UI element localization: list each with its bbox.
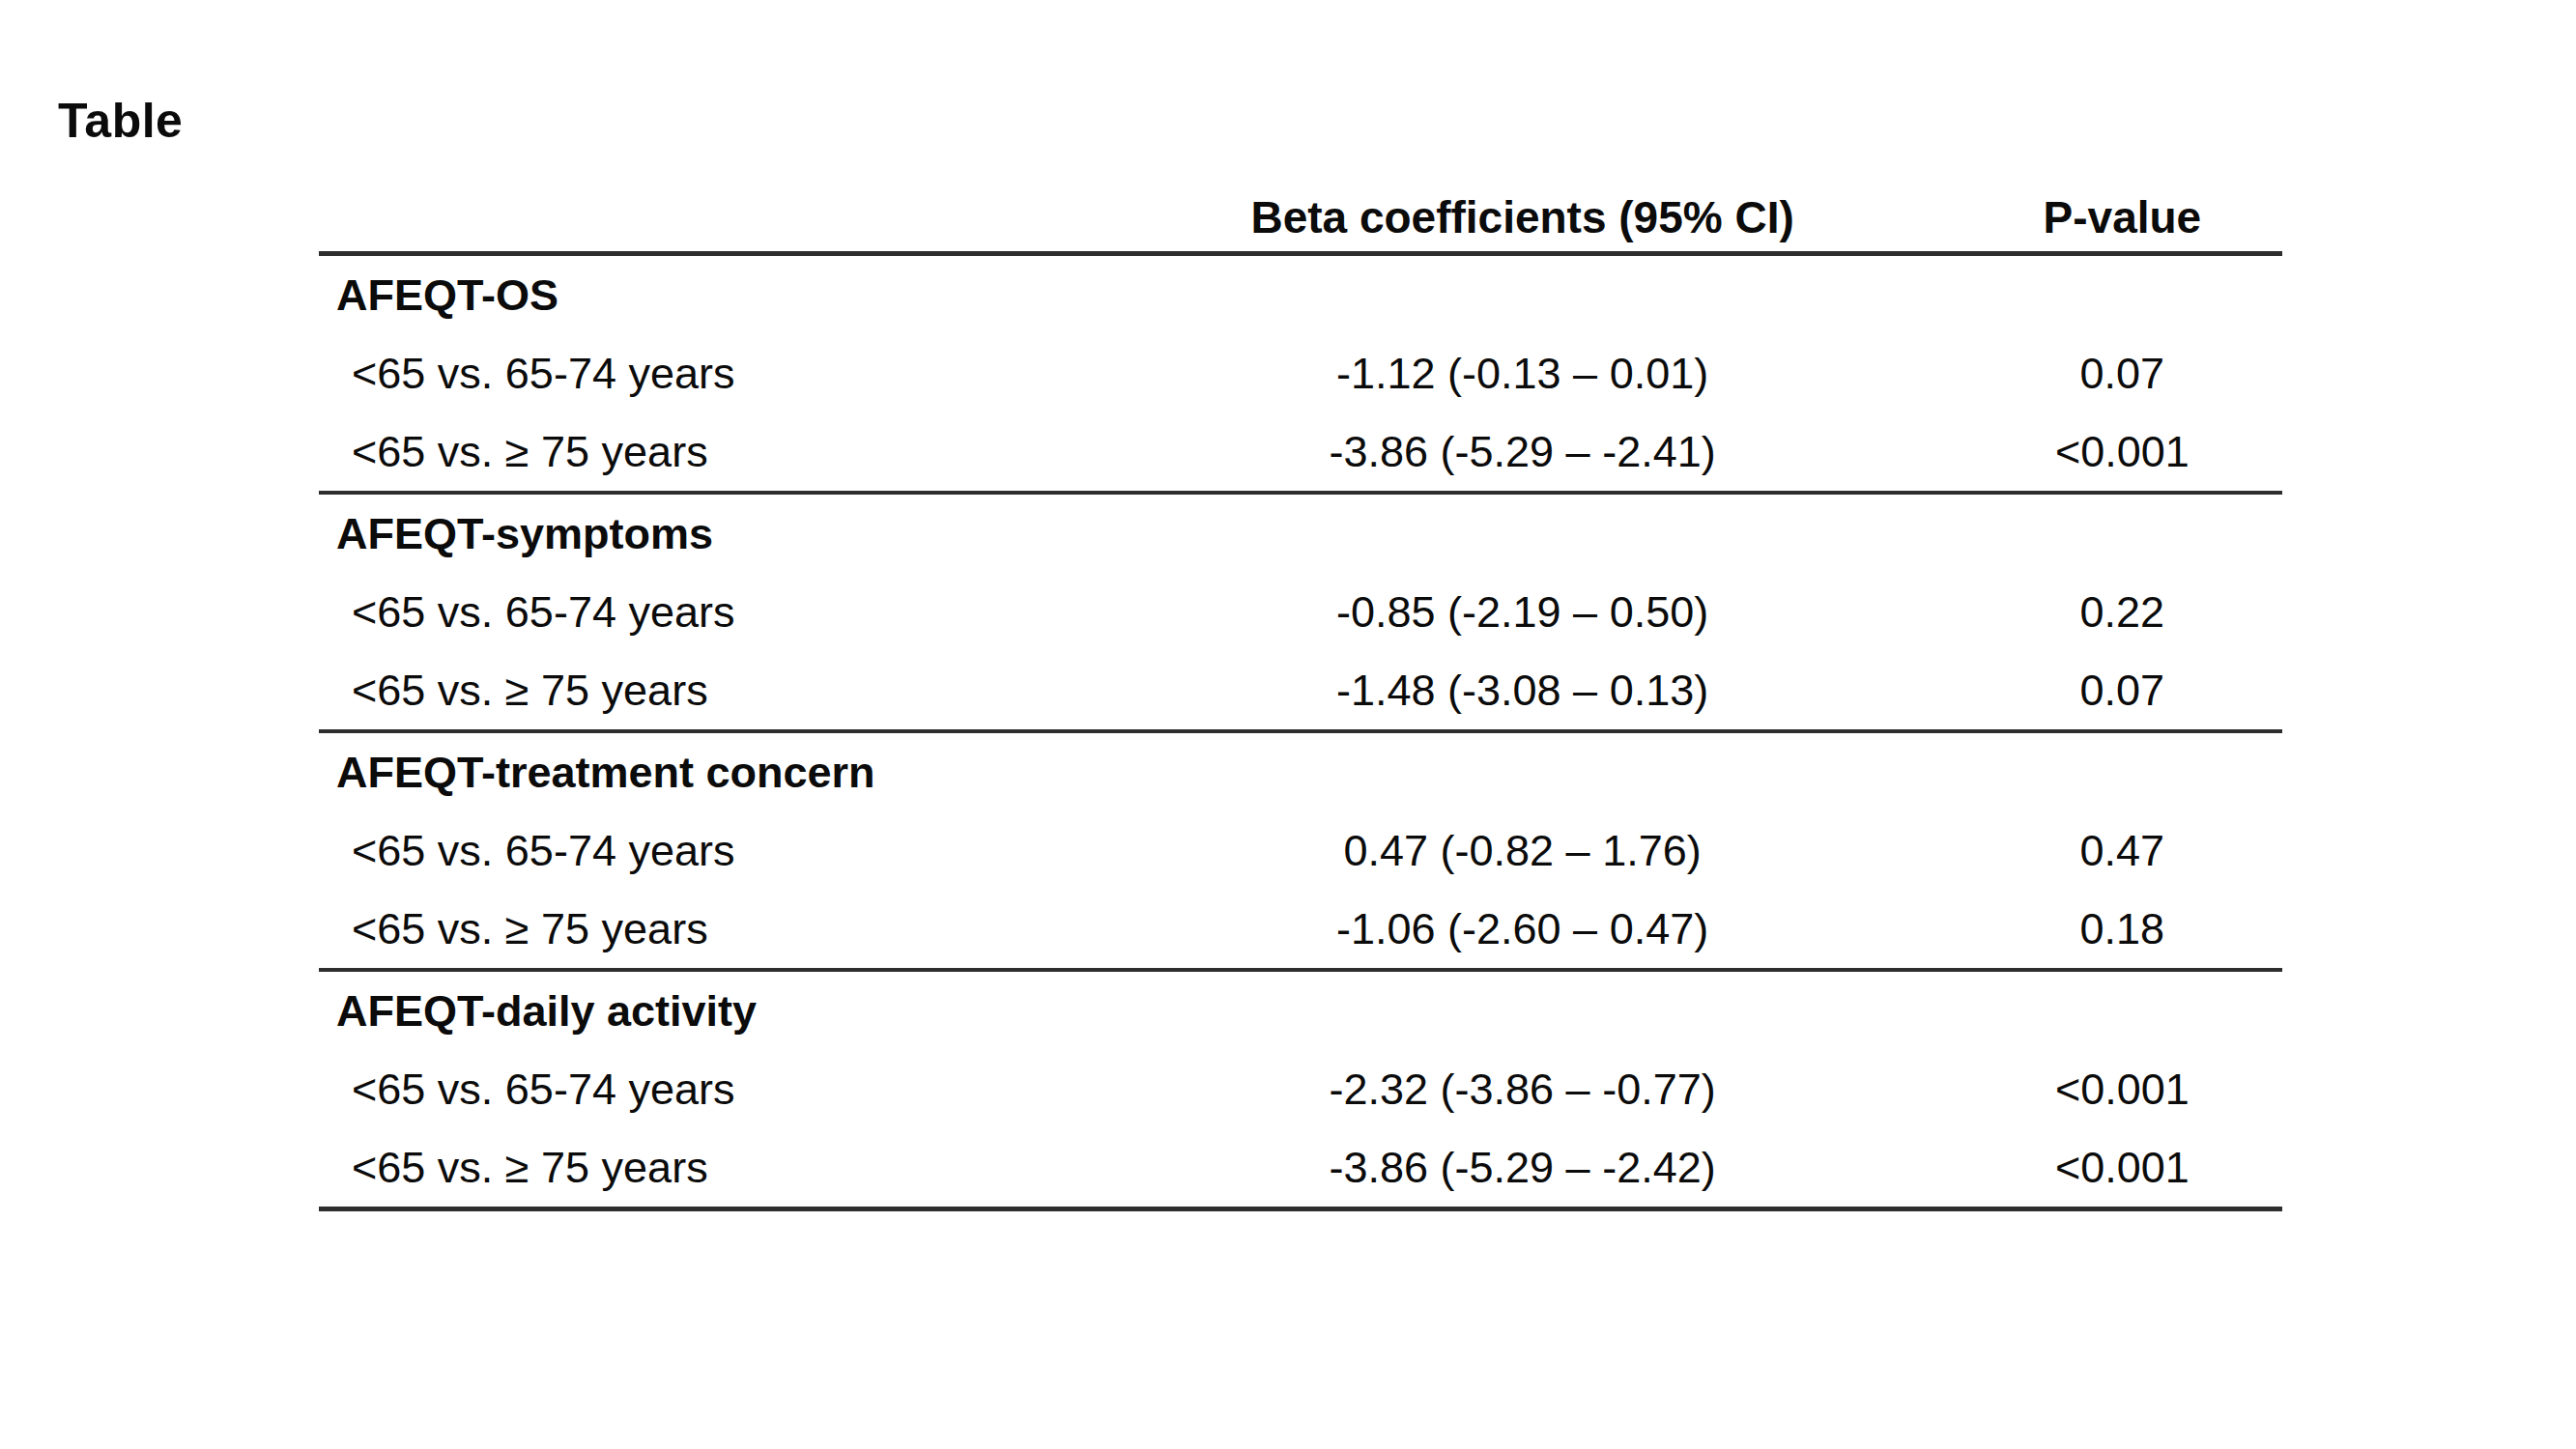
section-title: AFEQT-daily activity [319, 986, 1082, 1037]
p-value: 0.18 [1962, 904, 2282, 954]
table-row: <65 vs. 65-74 years -1.12 (-0.13 – 0.01)… [319, 334, 2282, 412]
beta-value: -2.32 (-3.86 – -0.77) [1082, 1065, 1961, 1115]
header-beta-coefficients: Beta coefficients (95% CI) [1082, 191, 1961, 243]
section-title: AFEQT-OS [319, 270, 1082, 321]
table-section-afeqt-daily-activity: AFEQT-daily activity <65 vs. 65-74 years… [319, 968, 2282, 1207]
section-header-row: AFEQT-symptoms [319, 495, 2282, 573]
row-label: <65 vs. 65-74 years [319, 349, 1082, 399]
p-value: <0.001 [1962, 1065, 2282, 1115]
table-row: <65 vs. ≥ 75 years -3.86 (-5.29 – -2.41)… [319, 412, 2282, 491]
table-row: <65 vs. ≥ 75 years -1.48 (-3.08 – 0.13) … [319, 651, 2282, 729]
beta-value: -0.85 (-2.19 – 0.50) [1082, 587, 1961, 638]
p-value: 0.47 [1962, 826, 2282, 876]
section-title: AFEQT-treatment concern [319, 748, 1082, 798]
beta-value: 0.47 (-0.82 – 1.76) [1082, 826, 1961, 876]
table-row: <65 vs. ≥ 75 years -1.06 (-2.60 – 0.47) … [319, 890, 2282, 968]
p-value: 0.07 [1962, 349, 2282, 399]
row-label: <65 vs. 65-74 years [319, 1065, 1082, 1115]
page: Table Beta coefficients (95% CI) P-value… [0, 0, 2576, 1449]
beta-value: -1.12 (-0.13 – 0.01) [1082, 349, 1961, 399]
row-label: <65 vs. ≥ 75 years [319, 1143, 1082, 1193]
section-header-row: AFEQT-OS [319, 256, 2282, 334]
table-section-afeqt-treatment-concern: AFEQT-treatment concern <65 vs. 65-74 ye… [319, 729, 2282, 968]
p-value: 0.07 [1962, 666, 2282, 716]
p-value: <0.001 [1962, 427, 2282, 477]
results-table: Beta coefficients (95% CI) P-value AFEQT… [319, 184, 2282, 1211]
section-header-row: AFEQT-daily activity [319, 972, 2282, 1050]
table-row: <65 vs. 65-74 years -2.32 (-3.86 – -0.77… [319, 1050, 2282, 1128]
table-body: AFEQT-OS <65 vs. 65-74 years -1.12 (-0.1… [319, 251, 2282, 1211]
beta-value: -3.86 (-5.29 – -2.42) [1082, 1143, 1961, 1193]
row-label: <65 vs. 65-74 years [319, 587, 1082, 638]
header-p-value: P-value [1962, 191, 2282, 243]
table-row: <65 vs. 65-74 years -0.85 (-2.19 – 0.50)… [319, 573, 2282, 651]
table-row: <65 vs. 65-74 years 0.47 (-0.82 – 1.76) … [319, 811, 2282, 890]
p-value: 0.22 [1962, 587, 2282, 638]
section-title: AFEQT-symptoms [319, 509, 1082, 559]
row-label: <65 vs. 65-74 years [319, 826, 1082, 876]
p-value: <0.001 [1962, 1143, 2282, 1193]
table-section-afeqt-os: AFEQT-OS <65 vs. 65-74 years -1.12 (-0.1… [319, 256, 2282, 491]
row-label: <65 vs. ≥ 75 years [319, 666, 1082, 716]
beta-value: -1.48 (-3.08 – 0.13) [1082, 666, 1961, 716]
row-label: <65 vs. ≥ 75 years [319, 427, 1082, 477]
section-header-row: AFEQT-treatment concern [319, 733, 2282, 811]
page-title: Table [58, 93, 183, 149]
row-label: <65 vs. ≥ 75 years [319, 904, 1082, 954]
beta-value: -1.06 (-2.60 – 0.47) [1082, 904, 1961, 954]
table-header-row: Beta coefficients (95% CI) P-value [319, 184, 2282, 251]
table-row: <65 vs. ≥ 75 years -3.86 (-5.29 – -2.42)… [319, 1128, 2282, 1207]
table-section-afeqt-symptoms: AFEQT-symptoms <65 vs. 65-74 years -0.85… [319, 491, 2282, 729]
beta-value: -3.86 (-5.29 – -2.41) [1082, 427, 1961, 477]
